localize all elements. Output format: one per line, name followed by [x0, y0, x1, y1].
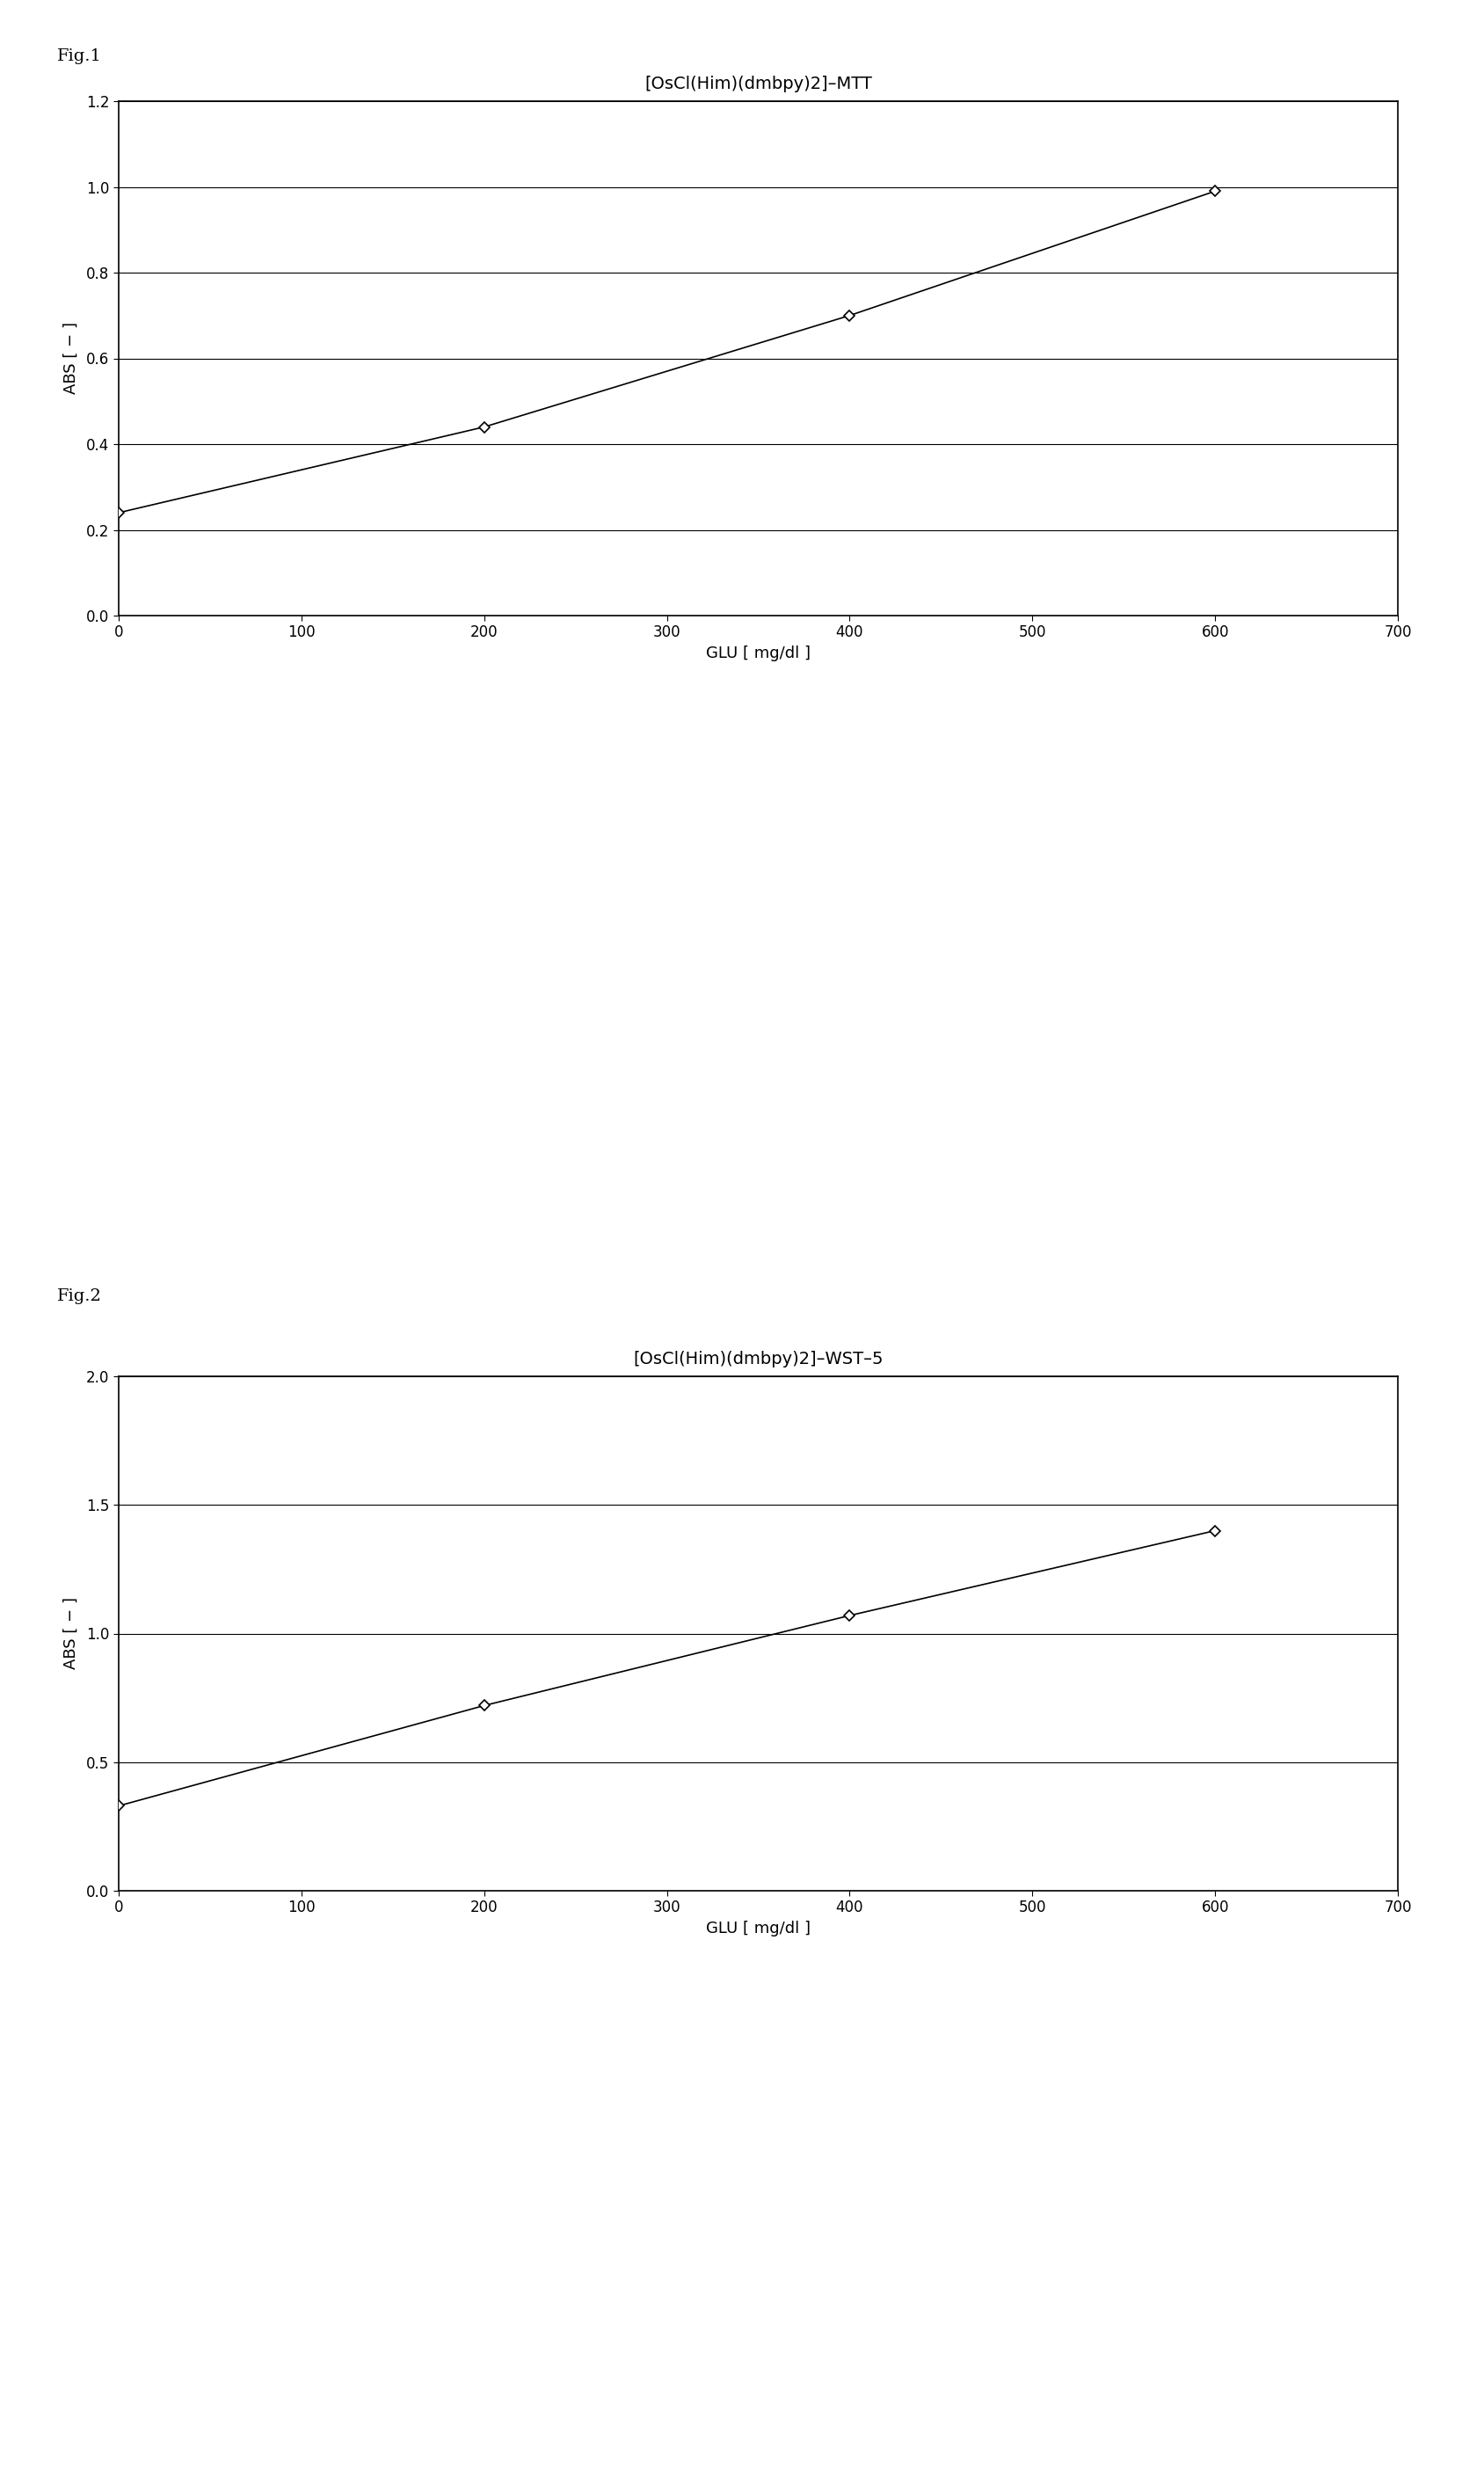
Title: [OsCl(Him)(dmbpy)2]–MTT: [OsCl(Him)(dmbpy)2]–MTT [644, 75, 873, 92]
Y-axis label: ABS [ − ]: ABS [ − ] [64, 1597, 79, 1669]
Text: Fig.1: Fig.1 [58, 47, 102, 65]
Y-axis label: ABS [ − ]: ABS [ − ] [64, 323, 79, 395]
Title: [OsCl(Him)(dmbpy)2]–WST–5: [OsCl(Him)(dmbpy)2]–WST–5 [634, 1350, 883, 1368]
Text: Fig.2: Fig.2 [58, 1288, 102, 1303]
X-axis label: GLU [ mg/dl ]: GLU [ mg/dl ] [706, 647, 810, 662]
X-axis label: GLU [ mg/dl ]: GLU [ mg/dl ] [706, 1920, 810, 1937]
